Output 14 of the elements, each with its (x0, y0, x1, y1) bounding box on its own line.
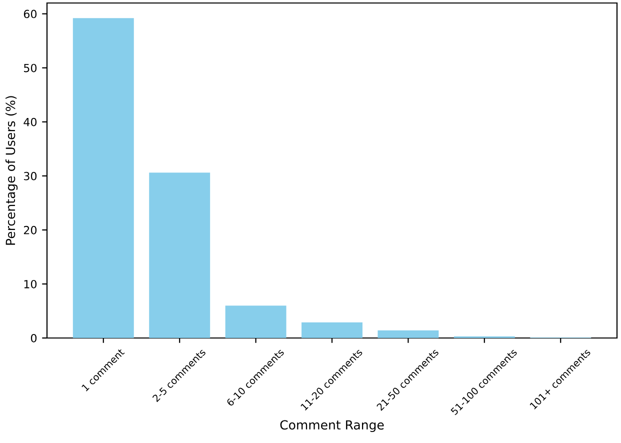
bar (225, 306, 286, 338)
bar (72, 18, 134, 338)
bar (302, 322, 362, 338)
x-axis-title: Comment Range (280, 420, 384, 432)
y-axis-title: Percentage of Users (%) (5, 96, 18, 245)
y-tick-label: 60 (24, 10, 37, 18)
y-tick-label: 50 (24, 64, 37, 72)
y-tick-label: 10 (24, 280, 37, 288)
bar (378, 330, 439, 338)
y-tick-label: 20 (24, 226, 37, 234)
y-tick-label: 30 (24, 172, 37, 180)
bar (149, 172, 210, 338)
y-tick-label: 0 (30, 334, 37, 342)
y-tick-label: 40 (24, 118, 37, 126)
